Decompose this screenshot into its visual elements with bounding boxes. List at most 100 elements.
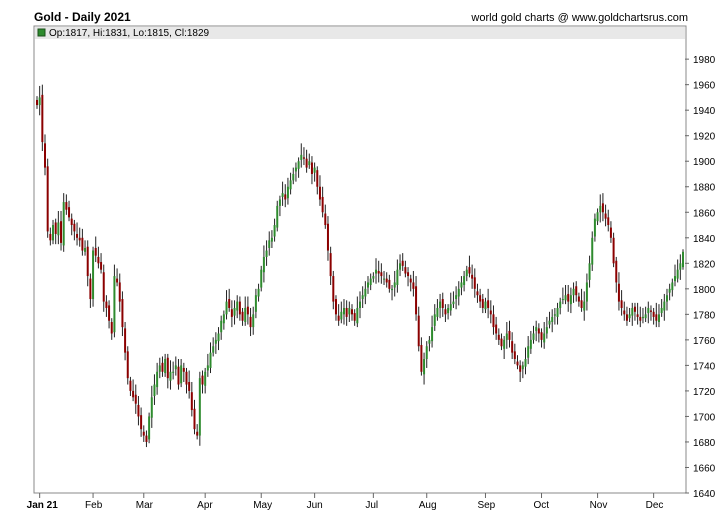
candle-down xyxy=(100,262,103,270)
candle-down xyxy=(49,233,52,241)
candle-down xyxy=(142,431,145,436)
candle-up xyxy=(425,346,428,360)
candle-up xyxy=(393,282,396,288)
x-tick-label: Aug xyxy=(419,500,437,511)
candle-up xyxy=(553,314,556,316)
y-tick-label: 1760 xyxy=(693,336,716,347)
candle-down xyxy=(44,143,47,168)
candle-down xyxy=(537,328,540,334)
y-tick-label: 1780 xyxy=(693,310,716,321)
candle-up xyxy=(679,263,682,270)
candle-down xyxy=(54,222,57,234)
candle-down xyxy=(238,301,241,315)
candle-up xyxy=(591,237,594,265)
x-tick-label: Jul xyxy=(365,500,378,511)
candle-up xyxy=(236,301,239,311)
candle-up xyxy=(294,167,297,172)
candle-up xyxy=(593,218,596,237)
candle-down xyxy=(345,307,348,317)
candle-down xyxy=(607,217,610,226)
x-tick-label: Feb xyxy=(85,500,103,511)
candle-down xyxy=(76,233,79,238)
candle-up xyxy=(359,301,361,308)
candle-up xyxy=(423,359,426,375)
y-axis: 1640 1660 1680 1700 1720 1740 1760 1780 1800 1820… xyxy=(685,55,716,500)
candle-down xyxy=(241,311,244,321)
candle-up xyxy=(465,269,468,277)
candle-down xyxy=(633,306,636,312)
candle-down xyxy=(580,300,583,308)
candle-up xyxy=(463,276,466,286)
candle-up xyxy=(169,371,172,381)
candle-up xyxy=(673,276,676,282)
candle-down xyxy=(401,260,404,266)
candle-down xyxy=(337,315,340,321)
x-tick-label: Jun xyxy=(307,500,323,511)
y-tick-label: 1740 xyxy=(693,361,716,372)
candle-down xyxy=(385,278,388,283)
candle-up xyxy=(532,333,535,340)
candle-down xyxy=(36,99,38,106)
candle-up xyxy=(92,250,95,300)
candle-up xyxy=(206,365,209,371)
candle-down xyxy=(516,361,519,366)
y-tick-label: 1980 xyxy=(693,55,716,66)
y-tick-label: 1940 xyxy=(693,106,716,117)
candle-down xyxy=(190,392,193,411)
ohlc-readout: Op:1817, Hi:1831, Lo:1815, Cl:1829 xyxy=(49,28,210,39)
candle-up xyxy=(308,161,311,166)
candle-up xyxy=(644,314,647,319)
candle-up xyxy=(113,276,116,333)
candle-down xyxy=(377,270,380,274)
candle-down xyxy=(508,330,511,340)
candle-down xyxy=(70,218,73,226)
x-tick-label: Sep xyxy=(477,500,495,511)
candle-up xyxy=(361,295,364,300)
candle-up xyxy=(342,307,345,315)
candle-down xyxy=(118,282,121,302)
x-axis: Jan 21 Feb Mar Apr May Jun Jul Aug Sep Oct Nov Dec xyxy=(27,493,663,511)
candle-up xyxy=(631,307,634,316)
candle-up xyxy=(583,301,586,311)
candle-up xyxy=(447,307,450,314)
candle-down xyxy=(246,306,249,315)
candle-down xyxy=(513,351,516,360)
candle-down xyxy=(86,246,89,277)
x-tick-label: Oct xyxy=(534,500,550,511)
candle-down xyxy=(604,213,607,219)
candle-up xyxy=(383,278,386,280)
x-tick-label: May xyxy=(253,500,272,511)
candle-up xyxy=(460,282,463,288)
candle-up xyxy=(457,288,460,297)
candle-up xyxy=(198,378,201,436)
candle-up xyxy=(254,295,257,312)
candle-up xyxy=(52,225,55,241)
candle-down xyxy=(302,157,305,159)
candle-up xyxy=(452,301,455,305)
candle-up xyxy=(172,371,175,373)
candle-down xyxy=(166,357,169,379)
candle-down xyxy=(188,381,191,391)
candle-down xyxy=(185,371,188,385)
candle-down xyxy=(567,293,570,302)
candle-up xyxy=(527,346,530,358)
candle-down xyxy=(617,283,620,302)
ohlc-bar xyxy=(35,27,685,39)
candle-up xyxy=(225,301,228,315)
candle-down xyxy=(625,314,628,321)
y-tick-label: 1680 xyxy=(693,438,716,449)
candle-down xyxy=(415,286,418,315)
candle-down xyxy=(140,415,143,430)
candle-up xyxy=(543,333,546,343)
candle-up xyxy=(364,288,367,297)
candle-up xyxy=(505,333,508,340)
candle-up xyxy=(657,314,660,323)
candle-down xyxy=(639,316,642,321)
candle-down xyxy=(329,253,332,277)
candle-down xyxy=(46,166,49,232)
candle-up xyxy=(556,307,559,317)
candle-up xyxy=(524,359,527,367)
candle-down xyxy=(404,267,407,274)
candle-up xyxy=(180,365,183,384)
